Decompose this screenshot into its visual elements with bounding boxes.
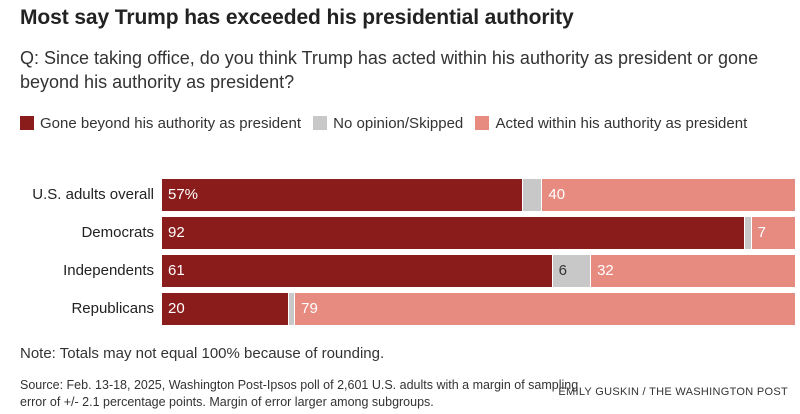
bar-republicans-acted-within [295, 293, 795, 325]
data-label-u-s-adults-overall-gone-beyond: 57% [168, 186, 199, 203]
legend-item-gone-beyond: Gone beyond his authority as president [20, 115, 301, 132]
legend-item-no-opinion: No opinion/Skipped [313, 115, 463, 132]
credit-line: EMILY GUSKIN / THE WASHINGTON POST [558, 386, 788, 398]
bar-u-s-adults-overall-no-opinion [523, 179, 542, 211]
survey-question: Q: Since taking office, do you think Tru… [20, 48, 759, 92]
data-label-independents-no-opinion: 6 [558, 262, 567, 279]
legend-swatch-no-opinion [313, 116, 328, 130]
legend-label-no-opinion: No opinion/Skipped [333, 115, 464, 132]
bar-democrats-gone-beyond [162, 217, 745, 249]
legend-label-gone-beyond: Gone beyond his authority as president [40, 115, 301, 132]
bar-democrats-no-opinion [745, 217, 751, 249]
row-label-republicans: Republicans [71, 300, 154, 317]
bar-u-s-adults-overall-gone-beyond [162, 179, 523, 211]
bar-republicans-no-opinion [288, 293, 295, 325]
bar-democrats-acted-within [751, 217, 795, 249]
legend-swatch-gone-beyond [20, 116, 34, 130]
bar-u-s-adults-overall-acted-within [542, 179, 795, 211]
data-label-republicans-gone-beyond: 20 [168, 300, 185, 317]
chart-title: Most say Trump has exceeded his presiden… [20, 6, 574, 29]
legend: Gone beyond his authority as president N… [20, 111, 760, 136]
bar-independents-no-opinion [552, 255, 591, 287]
source-line: Source: Feb. 13-18, 2025, Washington Pos… [20, 378, 579, 409]
bar-independents-gone-beyond [162, 255, 552, 287]
legend-label-acted-within: Acted within his authority as president [495, 115, 748, 132]
stacked-bar-chart: U.S. adults overall 57% 40 Democrats 92 7 Inde… [0, 176, 800, 331]
data-label-democrats-gone-beyond: 92 [168, 224, 185, 241]
row-label-u-s-adults-overall: U.S. adults overall [32, 186, 154, 203]
data-label-democrats-acted-within: 7 [757, 224, 766, 241]
data-label-u-s-adults-overall-acted-within: 40 [548, 186, 566, 203]
data-label-republicans-acted-within: 79 [301, 300, 318, 317]
bar-independents-acted-within [591, 255, 795, 287]
legend-item-acted-within: Acted within his authority as president [475, 115, 747, 132]
row-label-democrats: Democrats [81, 224, 154, 241]
legend-swatch-acted-within [475, 116, 490, 130]
bar-republicans-gone-beyond [162, 293, 288, 325]
data-label-independents-gone-beyond: 61 [168, 262, 185, 279]
chart-note: Note: Totals may not equal 100% because … [20, 345, 385, 362]
data-label-independents-acted-within: 32 [597, 262, 614, 279]
row-label-independents: Independents [63, 262, 154, 279]
